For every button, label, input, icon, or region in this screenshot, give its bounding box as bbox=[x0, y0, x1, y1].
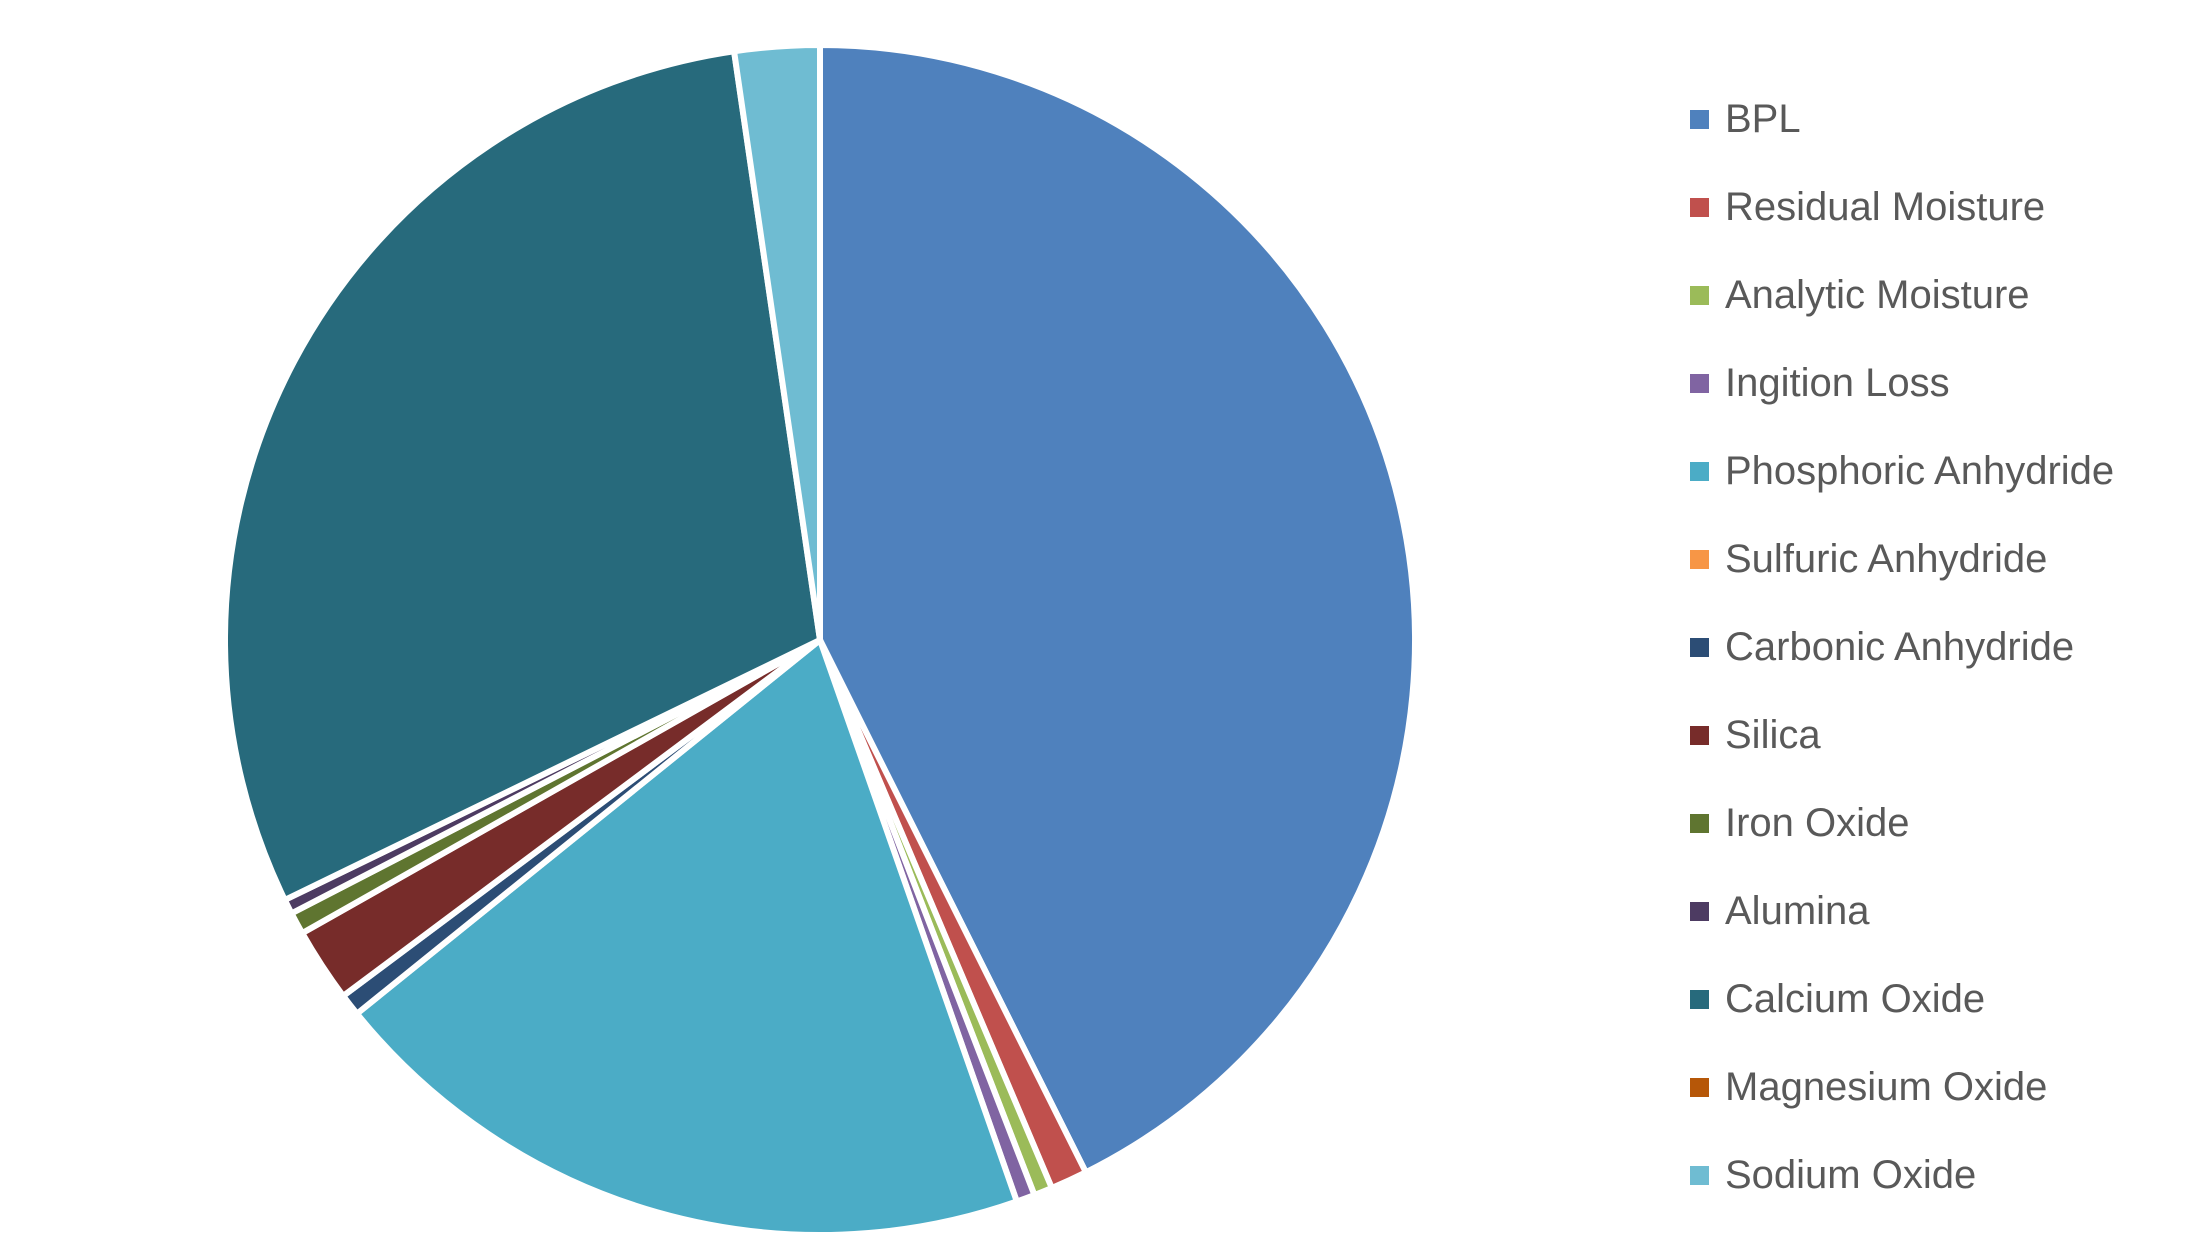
legend-item: Iron Oxide bbox=[1690, 779, 2170, 867]
legend-swatch bbox=[1690, 637, 1709, 657]
pie-slice-calcium-oxide bbox=[222, 48, 823, 903]
legend-item: Alumina bbox=[1690, 867, 2170, 955]
legend-swatch bbox=[1690, 373, 1709, 393]
legend-label: Silica bbox=[1725, 712, 1821, 757]
legend-item: Carbonic Anhydride bbox=[1690, 603, 2170, 691]
legend-item: Silica bbox=[1690, 691, 2170, 779]
legend-swatch bbox=[1690, 109, 1709, 129]
legend-item: Ingition Loss bbox=[1690, 339, 2170, 427]
legend-swatch bbox=[1690, 725, 1709, 745]
legend-label: Analytic Moisture bbox=[1725, 272, 2030, 317]
legend-label: Magnesium Oxide bbox=[1725, 1064, 2048, 1109]
legend-swatch bbox=[1690, 285, 1709, 305]
legend-swatch bbox=[1690, 197, 1709, 217]
legend-label: Iron Oxide bbox=[1725, 800, 1910, 845]
legend-item: Phosphoric Anhydride bbox=[1690, 427, 2170, 515]
legend-swatch bbox=[1690, 1077, 1709, 1097]
legend-item: Analytic Moisture bbox=[1690, 251, 2170, 339]
pie-slice-phosphoric-anhydride bbox=[353, 637, 1020, 1238]
legend-swatch bbox=[1690, 989, 1709, 1009]
legend-swatch bbox=[1690, 461, 1709, 481]
legend-item: Residual Moisture bbox=[1690, 163, 2170, 251]
legend-item: Calcium Oxide bbox=[1690, 955, 2170, 1043]
legend-label: Carbonic Anhydride bbox=[1725, 624, 2075, 669]
legend-label: Sodium Oxide bbox=[1725, 1152, 1977, 1197]
legend-label: BPL bbox=[1725, 96, 1801, 141]
legend-item: BPL bbox=[1690, 75, 2170, 163]
legend-label: Residual Moisture bbox=[1725, 184, 2046, 229]
legend-item: Magnesium Oxide bbox=[1690, 1043, 2170, 1131]
legend-label: Alumina bbox=[1725, 888, 1870, 933]
legend-label: Sulfuric Anhydride bbox=[1725, 536, 2048, 581]
legend-label: Phosphoric Anhydride bbox=[1725, 448, 2115, 493]
legend-item: Sulfuric Anhydride bbox=[1690, 515, 2170, 603]
legend-label: Ingition Loss bbox=[1725, 360, 1950, 405]
legend-swatch bbox=[1690, 901, 1709, 921]
legend-label: Calcium Oxide bbox=[1725, 976, 1986, 1021]
legend-item: Sodium Oxide bbox=[1690, 1131, 2170, 1219]
pie-slice-bpl bbox=[817, 42, 1418, 1176]
pie-slice-sodium-oxide bbox=[731, 42, 823, 643]
legend-swatch bbox=[1690, 1165, 1709, 1185]
legend-swatch bbox=[1690, 549, 1709, 569]
chart-legend: BPL Residual Moisture Analytic Moisture Ing… bbox=[1690, 75, 2170, 1219]
legend-swatch bbox=[1690, 813, 1709, 833]
